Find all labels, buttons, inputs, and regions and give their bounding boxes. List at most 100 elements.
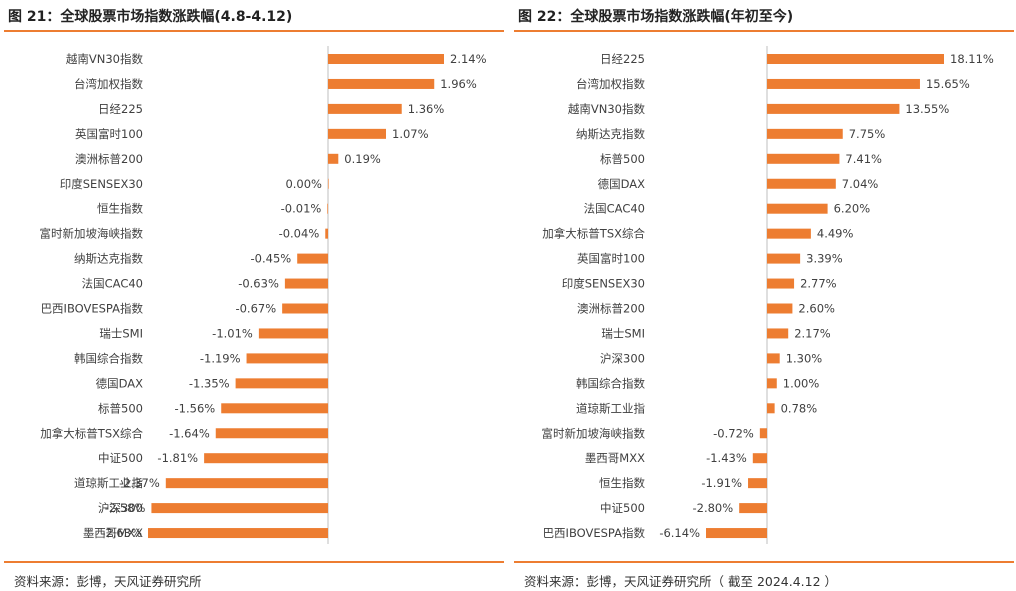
data-label: 2.60% <box>798 302 835 316</box>
data-label: 2.17% <box>794 326 831 340</box>
bar <box>767 54 944 64</box>
category-label: 沪深300 <box>600 351 645 365</box>
data-label: 7.04% <box>842 177 879 191</box>
data-label: 0.00% <box>285 177 322 191</box>
source-note: 资料来源：彭博，天风证券研究所 <box>14 574 202 589</box>
data-label: -1.91% <box>701 476 742 490</box>
bar <box>759 428 767 439</box>
source-rule <box>514 561 1014 563</box>
category-label: 日经225 <box>98 102 143 116</box>
data-label: 18.11% <box>950 52 994 66</box>
data-label: 2.14% <box>450 52 487 66</box>
data-label: -2.63% <box>101 526 142 540</box>
data-label: -0.72% <box>713 426 754 440</box>
category-label: 澳洲标普200 <box>577 302 645 316</box>
category-label: 台湾加权指数 <box>576 77 645 91</box>
category-label: 瑞士SMI <box>601 326 645 340</box>
source-rule <box>4 561 504 563</box>
bar <box>328 78 435 89</box>
data-label: -1.43% <box>706 451 747 465</box>
data-label: 13.55% <box>905 102 949 116</box>
bar <box>284 278 328 289</box>
category-label: 英国富时100 <box>577 252 645 266</box>
bar <box>297 253 328 264</box>
bar <box>767 403 775 414</box>
bar <box>258 328 328 339</box>
data-label: 4.49% <box>817 227 854 241</box>
category-label: 越南VN30指数 <box>568 102 646 116</box>
category-label: 标普500 <box>98 401 143 415</box>
data-label: -0.67% <box>235 302 276 316</box>
category-label: 中证500 <box>98 451 143 465</box>
bar <box>328 178 329 189</box>
bar <box>767 353 780 364</box>
category-label: 法国CAC40 <box>584 202 645 216</box>
bar <box>706 528 767 539</box>
category-label: 韩国综合指数 <box>74 351 143 365</box>
bar <box>767 128 843 139</box>
data-label: 1.30% <box>786 351 823 365</box>
category-label: 恒生指数 <box>97 202 143 216</box>
data-label: -2.58% <box>105 501 146 515</box>
bar <box>221 403 328 414</box>
data-label: -1.64% <box>169 426 210 440</box>
bar <box>204 453 328 464</box>
data-label: 6.20% <box>834 202 871 216</box>
category-label: 英国富时100 <box>75 127 143 141</box>
bar <box>325 228 328 239</box>
data-label: 7.75% <box>849 127 886 141</box>
bar <box>767 203 828 214</box>
bar <box>148 528 328 539</box>
chart-title: 图 22：全球股票市场指数涨跌幅(年初至今) <box>518 9 794 25</box>
category-label: 日经225 <box>600 52 645 66</box>
category-label: 加拿大标普TSX综合 <box>542 227 645 241</box>
category-label: 韩国综合指数 <box>576 376 645 390</box>
chart-panel-left: 图 21：全球股票市场指数涨跌幅(4.8-4.12) 越南VN30指数 2.14%… <box>4 0 504 591</box>
data-label: 1.00% <box>783 376 820 390</box>
bar-chart-right: 日经225 18.11% 台湾加权指数 15.65% 越南VN30指数 13.55% 纳斯达… <box>542 46 994 544</box>
category-label: 道琼斯工业指 <box>576 401 645 415</box>
category-label: 法国CAC40 <box>82 277 143 291</box>
data-label: 0.19% <box>344 152 381 166</box>
bar <box>767 328 789 339</box>
bar <box>739 503 767 514</box>
bar <box>165 478 328 489</box>
category-label: 加拿大标普TSX综合 <box>40 426 143 440</box>
category-label: 墨西哥MXX <box>585 451 645 465</box>
bar <box>767 278 795 289</box>
data-label: -0.04% <box>279 227 320 241</box>
bar <box>767 228 811 239</box>
bar <box>328 128 386 139</box>
data-label: -2.37% <box>119 476 160 490</box>
category-label: 中证500 <box>600 501 645 515</box>
bar <box>767 378 777 389</box>
data-label: -1.01% <box>212 326 253 340</box>
data-label: -1.35% <box>189 376 230 390</box>
category-label: 巴西IBOVESPA指数 <box>543 526 646 540</box>
data-label: -0.63% <box>238 277 279 291</box>
data-label: 0.78% <box>781 401 818 415</box>
data-label: 3.39% <box>806 252 843 266</box>
data-label: 1.96% <box>440 77 477 91</box>
data-label: 7.41% <box>845 152 882 166</box>
title-rule <box>514 30 1014 32</box>
data-label: 2.77% <box>800 277 837 291</box>
bar <box>767 303 793 314</box>
data-label: -6.14% <box>659 526 700 540</box>
bar <box>328 103 402 114</box>
bar <box>767 78 920 89</box>
chart-panel-right: 图 22：全球股票市场指数涨跌幅(年初至今) 日经225 18.11% 台湾加权指数… <box>514 0 1014 591</box>
bar <box>328 153 339 164</box>
data-label: -1.19% <box>200 351 241 365</box>
bar <box>246 353 328 364</box>
bar <box>767 253 801 264</box>
category-label: 道琼斯工业指 <box>74 476 143 490</box>
bar <box>767 103 900 114</box>
data-label: -1.56% <box>175 401 216 415</box>
data-label: -0.45% <box>251 252 292 266</box>
data-label: 1.07% <box>392 127 429 141</box>
bar <box>328 54 444 64</box>
bar <box>215 428 328 439</box>
category-label: 越南VN30指数 <box>66 52 144 66</box>
category-label: 印度SENSEX30 <box>60 177 143 191</box>
